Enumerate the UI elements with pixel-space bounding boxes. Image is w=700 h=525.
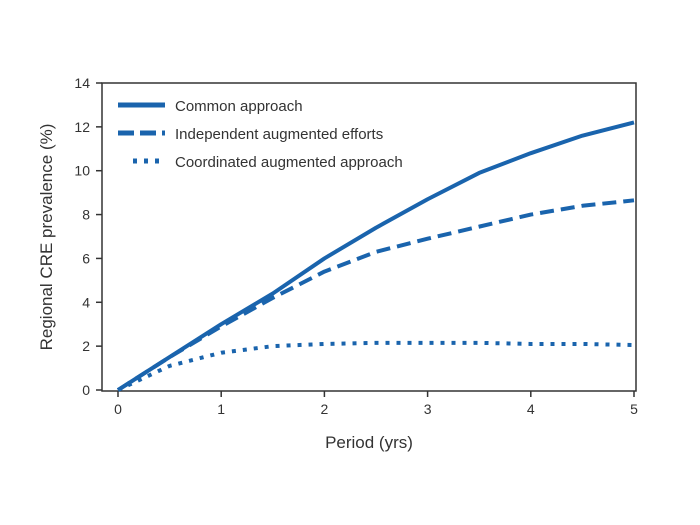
- legend-label: Common approach: [175, 98, 303, 115]
- y-tick-label: 0: [82, 382, 90, 398]
- x-tick-label: 4: [527, 401, 535, 417]
- x-tick-label: 0: [114, 401, 122, 417]
- x-tick-label: 3: [424, 401, 432, 417]
- y-tick-label: 12: [74, 119, 90, 135]
- legend-label: Coordinated augmented approach: [175, 154, 403, 171]
- y-tick-label: 10: [74, 163, 90, 179]
- x-axis-label: Period (yrs): [325, 433, 413, 452]
- y-tick-label: 8: [82, 207, 90, 223]
- legend-label: Independent augmented efforts: [175, 126, 383, 143]
- x-tick-label: 1: [217, 401, 225, 417]
- series-line-dashed: [116, 198, 635, 392]
- series-line-dotted: [117, 340, 635, 392]
- y-tick-label: 2: [82, 338, 90, 354]
- plot-frame: [101, 82, 637, 392]
- x-tick-label: 5: [630, 401, 638, 417]
- x-tick-label: 2: [321, 401, 329, 417]
- y-tick-label: 14: [74, 75, 90, 91]
- y-tick-label: 4: [82, 294, 90, 310]
- y-axis-label: Regional CRE prevalence (%): [37, 124, 56, 351]
- series-line-solid: [116, 120, 635, 392]
- y-tick-label: 6: [82, 250, 90, 266]
